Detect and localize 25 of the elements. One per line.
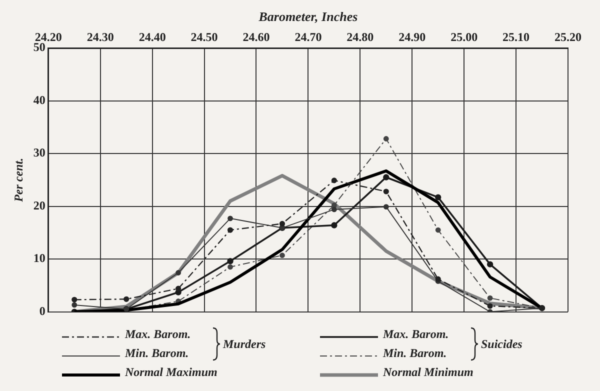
x-tick-label: 24.30 [86, 30, 114, 44]
y-tick-label: 0 [39, 304, 46, 318]
legend-label: Normal Maximum [125, 365, 218, 380]
legend-label: Max. Barom. [383, 327, 449, 342]
x-axis-title: Barometer, Inches [258, 9, 358, 24]
text: Murders [223, 336, 266, 352]
x-tick-label: 24.80 [346, 30, 374, 44]
y-tick-label: 40 [33, 92, 46, 107]
y-tick-label: 10 [33, 251, 46, 266]
x-tick-label: 24.40 [138, 30, 166, 44]
x-tick-label: 24.60 [242, 30, 270, 44]
y-axis-title: Per cent. [11, 158, 26, 202]
legend-label: Max. Barom. [125, 327, 191, 342]
y-tick-label: 30 [33, 146, 46, 160]
text: Suicides [481, 336, 522, 352]
x-tick-label: 25.10 [502, 30, 530, 44]
legend-label: Min. Barom. [125, 346, 189, 361]
x-tick-label: 24.90 [398, 30, 426, 44]
legend-label: Normal Minimum [383, 365, 474, 380]
x-tick-label: 24.50 [190, 30, 218, 44]
x-tick-label: 25.20 [554, 30, 582, 44]
legend-label: Min. Barom. [383, 346, 447, 361]
y-tick-label: 20 [33, 198, 46, 212]
x-tick-label: 25.00 [450, 30, 478, 44]
x-tick-label: 24.70 [294, 30, 322, 44]
